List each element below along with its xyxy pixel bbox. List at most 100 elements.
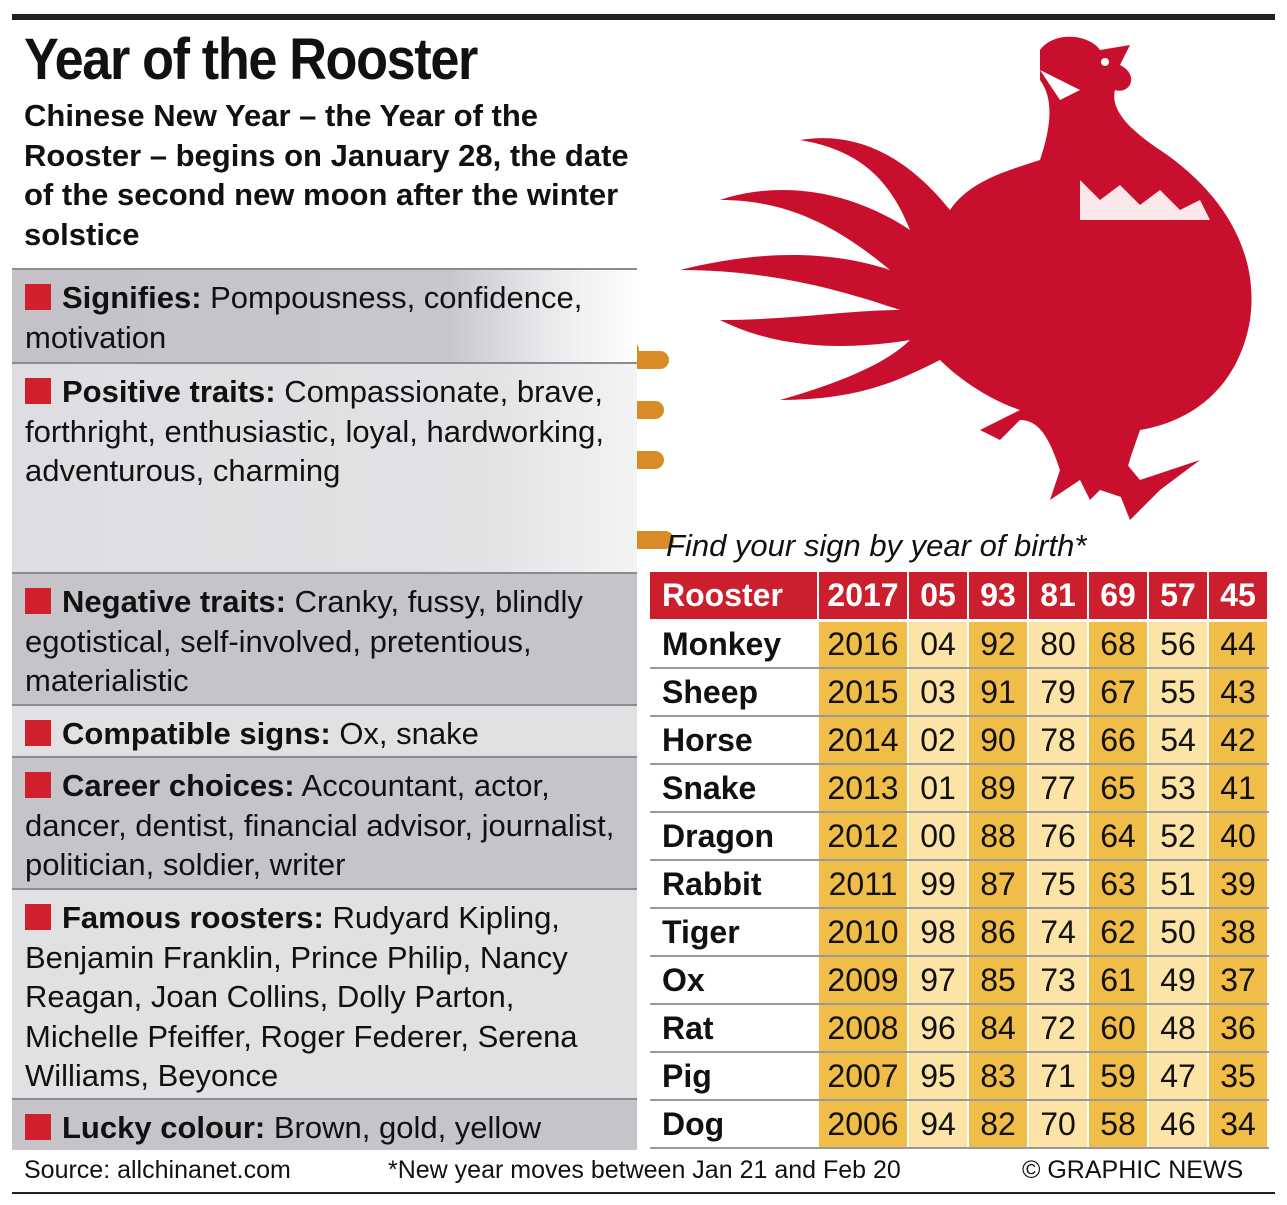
birth-year: 44 (1208, 620, 1269, 669)
birth-year: 91 (968, 668, 1029, 717)
birth-year: 48 (1148, 1004, 1209, 1053)
table-row: Dog 2006 94 82 70 58 46 34 (650, 1100, 1269, 1149)
red-square-bullet-icon (25, 1114, 51, 1140)
section-text: Cranky, fussy, blindly egotistical, self… (25, 584, 583, 698)
table-row: Dragon 2012 00 88 76 64 52 40 (650, 812, 1269, 861)
sign-name: Rooster (650, 572, 819, 622)
birth-year: 58 (1088, 1100, 1149, 1149)
sign-name: Tiger (650, 908, 819, 957)
section-label: Lucky colour: (62, 1110, 266, 1145)
birth-year: 2009 (818, 956, 909, 1005)
sign-name: Snake (650, 764, 819, 813)
table-row: Sheep 2015 03 91 79 67 55 43 (650, 668, 1269, 717)
birth-year: 97 (908, 956, 969, 1005)
birth-year: 2007 (818, 1052, 909, 1101)
birth-year: 96 (908, 1004, 969, 1053)
birth-year: 63 (1088, 860, 1149, 909)
sign-name: Dragon (650, 812, 819, 861)
section-label: Famous roosters: (62, 900, 324, 935)
trait-section: Career choices: Accountant, actor, dance… (12, 756, 637, 888)
birth-year: 70 (1028, 1100, 1089, 1149)
birth-year: 2011 (818, 860, 909, 909)
bottom-rule (12, 1192, 1275, 1194)
birth-year: 74 (1028, 908, 1089, 957)
birth-year: 2017 (818, 572, 909, 622)
birth-year: 94 (908, 1100, 969, 1149)
section-label: Positive traits: (62, 374, 276, 409)
birth-year: 42 (1208, 716, 1269, 765)
birth-year: 72 (1028, 1004, 1089, 1053)
birth-year: 2015 (818, 668, 909, 717)
birth-year: 88 (968, 812, 1029, 861)
birth-year: 66 (1088, 716, 1149, 765)
birth-year: 86 (968, 908, 1029, 957)
birth-year: 92 (968, 620, 1029, 669)
table-row: Pig 2007 95 83 71 59 47 35 (650, 1052, 1269, 1101)
birth-year: 2008 (818, 1004, 909, 1053)
table-row: Rabbit 2011 99 87 75 63 51 39 (650, 860, 1269, 909)
intro-text: Chinese New Year – the Year of the Roost… (24, 98, 629, 252)
birth-year: 45 (1208, 572, 1269, 622)
section-label: Negative traits: (62, 584, 286, 619)
red-square-bullet-icon (25, 720, 51, 746)
rooster-illustration (680, 36, 1252, 520)
sign-name: Rat (650, 1004, 819, 1053)
birth-year: 77 (1028, 764, 1089, 813)
table-row: Horse 2014 02 90 78 66 54 42 (650, 716, 1269, 765)
birth-year: 38 (1208, 908, 1269, 957)
birth-year: 84 (968, 1004, 1029, 1053)
birth-year: 85 (968, 956, 1029, 1005)
birth-year: 71 (1028, 1052, 1089, 1101)
birth-year: 75 (1028, 860, 1089, 909)
trait-section: Positive traits: Compassionate, brave, f… (12, 362, 637, 572)
red-square-bullet-icon (25, 284, 51, 310)
table-row: Rat 2008 96 84 72 60 48 36 (650, 1004, 1269, 1053)
footnote: *New year moves between Jan 21 and Feb 2… (388, 1156, 901, 1184)
birth-year: 95 (908, 1052, 969, 1101)
birth-year: 03 (908, 668, 969, 717)
birth-year: 53 (1148, 764, 1209, 813)
sign-name: Sheep (650, 668, 819, 717)
birth-year: 99 (908, 860, 969, 909)
birth-year: 43 (1208, 668, 1269, 717)
birth-year: 56 (1148, 620, 1209, 669)
birth-year: 64 (1088, 812, 1149, 861)
birth-year: 02 (908, 716, 969, 765)
sign-name: Ox (650, 956, 819, 1005)
birth-year: 2010 (818, 908, 909, 957)
birth-year: 41 (1208, 764, 1269, 813)
section-label: Career choices: (62, 768, 295, 803)
credit: © GRAPHIC NEWS (1022, 1156, 1244, 1184)
birth-year: 87 (968, 860, 1029, 909)
birth-year: 90 (968, 716, 1029, 765)
birth-year: 62 (1088, 908, 1149, 957)
birth-year: 2013 (818, 764, 909, 813)
section-text: Rudyard Kipling, Benjamin Franklin, Prin… (25, 900, 578, 1093)
birth-year: 61 (1088, 956, 1149, 1005)
red-square-bullet-icon (25, 588, 51, 614)
birth-year: 01 (908, 764, 969, 813)
sign-name: Pig (650, 1052, 819, 1101)
birth-year: 2014 (818, 716, 909, 765)
table-row: Tiger 2010 98 86 74 62 50 38 (650, 908, 1269, 957)
birth-year: 40 (1208, 812, 1269, 861)
birth-year: 83 (968, 1052, 1029, 1101)
birth-year: 39 (1208, 860, 1269, 909)
birth-year: 35 (1208, 1052, 1269, 1101)
trait-section: Famous roosters: Rudyard Kipling, Benjam… (12, 888, 637, 1098)
birth-year: 37 (1208, 956, 1269, 1005)
section-text: Ox, snake (330, 716, 479, 751)
trait-section: Negative traits: Cranky, fussy, blindly … (12, 572, 637, 704)
birth-year: 05 (908, 572, 969, 622)
birth-year: 50 (1148, 908, 1209, 957)
birth-year: 2012 (818, 812, 909, 861)
birth-year: 60 (1088, 1004, 1149, 1053)
birth-year: 36 (1208, 1004, 1269, 1053)
birth-year: 34 (1208, 1100, 1269, 1149)
birth-year: 67 (1088, 668, 1149, 717)
birth-year: 93 (968, 572, 1029, 622)
trait-section: Signifies: Pompousness, confidence, moti… (12, 268, 637, 362)
red-square-bullet-icon (25, 904, 51, 930)
birth-year: 82 (968, 1100, 1029, 1149)
sign-name: Monkey (650, 620, 819, 669)
